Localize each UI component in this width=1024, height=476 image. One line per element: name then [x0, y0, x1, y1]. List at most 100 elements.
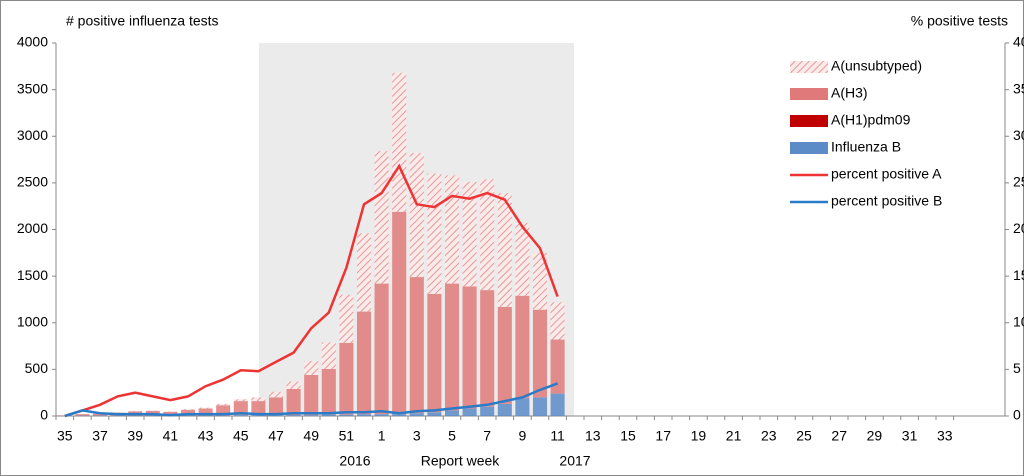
bar-segment [392, 211, 407, 415]
bar-segment [268, 391, 284, 398]
bar-segment [392, 414, 407, 416]
x-tick-label: 27 [831, 428, 847, 444]
x-tick-label: 3 [413, 428, 421, 444]
y2-tick-label: 20 [1013, 220, 1024, 236]
y-axis-title: # positive influenza tests [66, 13, 219, 29]
line-series [64, 382, 559, 418]
bar-segment [480, 290, 495, 407]
bar-segment [409, 277, 424, 414]
legend-swatch [790, 61, 828, 73]
y2-tick-label: 5 [1013, 360, 1021, 376]
bar-segment [286, 381, 301, 389]
bar-segment [216, 403, 231, 406]
bar-segment [515, 295, 530, 399]
y-tick-label: 500 [25, 360, 49, 376]
y2-tick-label: 0 [1013, 407, 1021, 423]
y-tick-label: 2500 [17, 174, 48, 190]
bar-segment [286, 388, 301, 416]
legend-swatch [790, 142, 828, 154]
bar-segment [444, 175, 460, 284]
bar-segment [409, 413, 424, 416]
bar-segment [497, 403, 512, 416]
bar-segment [321, 342, 336, 369]
x-tick-label: 13 [585, 428, 601, 444]
bar-segment [532, 309, 548, 398]
bar-segment [462, 408, 477, 416]
x-tick-label: 31 [902, 428, 918, 444]
bar-segment [532, 252, 548, 310]
bar-segment [444, 410, 460, 416]
x-tick-label: 37 [92, 428, 108, 444]
y2-axis-title: % positive tests [911, 13, 1008, 29]
x-tick-label: 11 [550, 428, 565, 444]
bar-segment [480, 179, 495, 291]
bar-segment [444, 283, 460, 411]
bar-segment [374, 414, 389, 416]
y-tick-label: 4000 [17, 34, 48, 50]
bar-segment [216, 405, 231, 416]
bar-segment [304, 415, 319, 416]
year-label: 2017 [559, 453, 590, 469]
x-tick-label: 5 [448, 428, 456, 444]
bar-segment [480, 406, 495, 416]
bar-segment [304, 360, 319, 375]
bar-segment [304, 374, 319, 416]
bar-segment [374, 283, 389, 415]
y-tick-label: 1000 [17, 313, 48, 329]
x-tick-label: 25 [796, 428, 812, 444]
legend-label: A(H3) [831, 85, 868, 101]
legend-label: A(H1)pdm09 [831, 112, 911, 128]
bar-segment [409, 153, 424, 278]
bar-segment [180, 409, 196, 416]
bar-segment [497, 193, 512, 307]
bar-segment [198, 407, 213, 409]
bar-segment [286, 415, 301, 416]
legend-swatch [790, 115, 828, 127]
x-tick-label: 29 [867, 428, 883, 444]
bar-segment [392, 72, 407, 212]
y2-tick-label: 40 [1013, 34, 1024, 50]
x-tick-label: 39 [127, 428, 143, 444]
y-tick-label: 0 [40, 407, 48, 423]
bar-segment [92, 413, 108, 416]
x-tick-label: 19 [691, 428, 707, 444]
bar-segment [356, 233, 372, 312]
bar-segment [462, 286, 477, 409]
x-tick-label: 41 [163, 428, 179, 444]
y2-tick-label: 15 [1013, 267, 1024, 283]
bar-segment [532, 397, 548, 416]
x-tick-label: 49 [303, 428, 319, 444]
y-tick-label: 3000 [17, 127, 48, 143]
x-tick-label: 7 [483, 428, 491, 444]
x-tick-label: 15 [620, 428, 636, 444]
x-tick-label: 33 [937, 428, 953, 444]
y2-tick-label: 30 [1013, 127, 1024, 143]
bar-segment [251, 401, 266, 416]
legend-label: percent positive B [831, 193, 942, 209]
bar-segment [374, 151, 389, 284]
bar-segment [321, 414, 336, 416]
x-tick-label: 45 [233, 428, 249, 444]
bar-segment [427, 412, 442, 416]
bar-segment [198, 408, 213, 416]
bar-segment [339, 414, 354, 416]
bar-segment [515, 222, 530, 296]
bar-segment [233, 399, 248, 402]
legend-label: Influenza B [831, 139, 901, 155]
legend-label: percent positive A [831, 166, 942, 182]
bar-segment [550, 393, 565, 416]
x-tick-label: 23 [761, 428, 777, 444]
x-tick-label: 47 [268, 428, 284, 444]
bar-segment [497, 306, 512, 404]
bar-segment [550, 302, 565, 340]
bar-segment [339, 294, 354, 343]
legend-swatch [790, 88, 828, 100]
bar-segment [233, 401, 248, 416]
y-tick-label: 1500 [17, 267, 48, 283]
bar-segment [233, 415, 248, 416]
y2-tick-label: 35 [1013, 80, 1024, 96]
y2-tick-label: 25 [1013, 174, 1024, 190]
bar-segment [321, 368, 336, 415]
bar-segment [180, 409, 196, 410]
